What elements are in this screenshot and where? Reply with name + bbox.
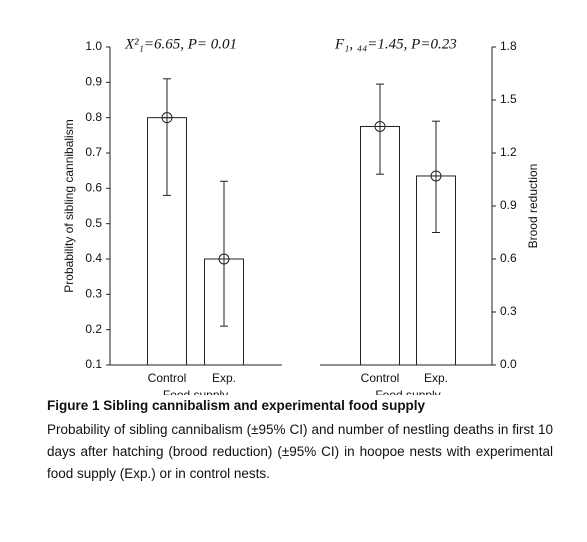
- annotation: F₁, ₄₄=1.45, P=0.23: [334, 36, 457, 52]
- y-tick-label: 0.8: [85, 110, 102, 124]
- y-axis-label: Probability of sibling cannibalism: [62, 119, 76, 292]
- y-tick-label: 0.1: [85, 357, 102, 371]
- x-tick-label: Control: [361, 371, 400, 385]
- figure: 0.1 0.2 0.3 0.4 0.5 0.6 0.7 0.8 0.9 1.0 Control Exp…: [62, 36, 540, 395]
- y-tick-label: 0.2: [85, 322, 102, 336]
- x-tick-label: Exp.: [424, 371, 448, 385]
- y-tick-label: 0.7: [85, 145, 102, 159]
- y-tick-label: 0.0: [500, 357, 517, 371]
- y-tick-label: 0.6: [500, 251, 517, 265]
- y-tick-label: 0.3: [85, 287, 102, 301]
- y-tick-label: 0.5: [85, 216, 102, 230]
- caption: Figure 1 Sibling cannibalism and experim…: [47, 398, 553, 485]
- y-tick-label: 0.9: [500, 198, 517, 212]
- y-tick-label: 0.6: [85, 181, 102, 195]
- y-tick-label: 1.8: [500, 39, 517, 53]
- y-tick-label: 0.9: [85, 75, 102, 89]
- y-tick-label: 1.0: [85, 39, 102, 53]
- x-axis-label: Food supply: [375, 388, 440, 395]
- x-axis-label: Food supply: [163, 388, 228, 395]
- x-tick-label: Control: [148, 371, 187, 385]
- y-tick-label: 0.4: [85, 251, 102, 265]
- y-tick-label: 1.2: [500, 145, 517, 159]
- caption-title: Figure 1 Sibling cannibalism and experim…: [47, 398, 426, 413]
- y-axis-label: Brood reduction: [526, 164, 540, 249]
- caption-body: Probability of sibling cannibalism (±95%…: [47, 422, 553, 481]
- y-tick-label: 0.3: [500, 304, 517, 318]
- y-tick-label: 1.5: [500, 92, 517, 106]
- x-tick-label: Exp.: [212, 371, 236, 385]
- annotation: Χ²₁=6.65, P= 0.01: [124, 36, 237, 52]
